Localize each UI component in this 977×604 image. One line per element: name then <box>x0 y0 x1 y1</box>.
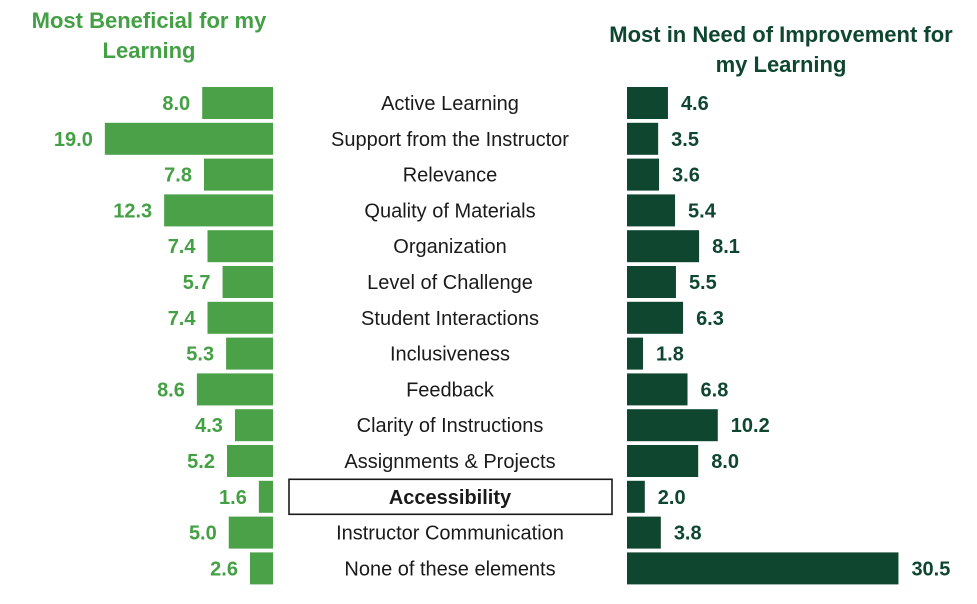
value-label-beneficial-feedback: 8.6 <box>157 379 185 401</box>
value-label-improvement-accessibility: 2.0 <box>658 487 686 509</box>
category-label-student-interactions: Student Interactions <box>361 308 539 330</box>
value-label-improvement-support-from-the-instructor: 3.5 <box>671 129 699 151</box>
value-label-improvement-none-of-these-elements: 30.5 <box>911 558 950 580</box>
bar-improvement-assignments-projects <box>627 445 699 477</box>
bar-improvement-clarity-of-instructions <box>627 409 718 442</box>
bar-improvement-level-of-challenge <box>627 266 676 298</box>
value-label-improvement-assignments-projects: 8.0 <box>711 451 739 473</box>
bar-improvement-organization <box>627 230 700 263</box>
value-label-improvement-instructor-communication: 3.8 <box>674 523 702 545</box>
value-label-beneficial-none-of-these-elements: 2.6 <box>210 558 238 580</box>
bar-improvement-quality-of-materials <box>627 194 676 227</box>
value-label-beneficial-clarity-of-instructions: 4.3 <box>195 415 223 437</box>
value-label-beneficial-inclusiveness: 5.3 <box>186 344 214 366</box>
category-label-quality-of-materials: Quality of Materials <box>364 200 535 222</box>
value-label-improvement-quality-of-materials: 5.4 <box>688 200 717 222</box>
bar-beneficial-instructor-communication <box>228 516 273 549</box>
category-label-accessibility: Accessibility <box>389 487 512 509</box>
value-label-beneficial-level-of-challenge: 5.7 <box>183 272 211 294</box>
value-label-improvement-organization: 8.1 <box>712 236 740 258</box>
bar-beneficial-inclusiveness <box>226 337 273 370</box>
bar-improvement-instructor-communication <box>627 516 661 549</box>
category-label-level-of-challenge: Level of Challenge <box>367 272 533 294</box>
bar-beneficial-feedback <box>196 373 273 406</box>
value-label-beneficial-student-interactions: 7.4 <box>168 308 197 330</box>
category-label-clarity-of-instructions: Clarity of Instructions <box>357 415 544 437</box>
category-label-active-learning: Active Learning <box>381 93 519 115</box>
value-label-improvement-student-interactions: 6.3 <box>696 308 724 330</box>
bar-improvement-support-from-the-instructor <box>627 122 659 155</box>
bar-improvement-feedback <box>627 373 688 406</box>
category-label-support-from-the-instructor: Support from the Instructor <box>331 129 569 151</box>
bar-beneficial-support-from-the-instructor <box>104 122 273 155</box>
value-label-beneficial-active-learning: 8.0 <box>162 93 190 115</box>
category-label-none-of-these-elements: None of these elements <box>344 558 555 580</box>
bar-beneficial-accessibility <box>258 480 273 513</box>
value-label-beneficial-accessibility: 1.6 <box>219 487 247 509</box>
category-label-feedback: Feedback <box>406 379 495 401</box>
bar-improvement-relevance <box>627 158 660 191</box>
value-label-improvement-level-of-challenge: 5.5 <box>689 272 717 294</box>
value-label-beneficial-quality-of-materials: 12.3 <box>113 200 152 222</box>
bar-beneficial-level-of-challenge <box>222 266 273 298</box>
value-label-beneficial-support-from-the-instructor: 19.0 <box>54 129 93 151</box>
bar-improvement-active-learning <box>627 87 668 119</box>
bar-improvement-student-interactions <box>627 301 684 334</box>
value-label-improvement-clarity-of-instructions: 10.2 <box>731 415 770 437</box>
bar-improvement-none-of-these-elements <box>627 552 899 585</box>
bar-beneficial-none-of-these-elements <box>249 552 273 585</box>
bar-beneficial-student-interactions <box>207 301 273 334</box>
bar-improvement-accessibility <box>627 480 645 513</box>
value-label-improvement-feedback: 6.8 <box>701 379 729 401</box>
category-label-relevance: Relevance <box>403 165 498 187</box>
value-label-beneficial-assignments-projects: 5.2 <box>187 451 215 473</box>
highlight-box-accessibility <box>288 478 613 516</box>
value-label-beneficial-organization: 7.4 <box>168 236 197 258</box>
value-label-beneficial-relevance: 7.8 <box>164 165 192 187</box>
bar-beneficial-clarity-of-instructions <box>234 409 273 442</box>
value-label-beneficial-instructor-communication: 5.0 <box>189 523 217 545</box>
category-label-organization: Organization <box>393 236 506 258</box>
category-label-inclusiveness: Inclusiveness <box>390 344 510 366</box>
right-panel-title: Most in Need of Improvement for my Learn… <box>609 22 953 77</box>
category-label-assignments-projects: Assignments & Projects <box>344 451 555 473</box>
bar-beneficial-assignments-projects <box>226 445 273 477</box>
category-label-instructor-communication: Instructor Communication <box>336 523 564 545</box>
value-label-improvement-active-learning: 4.6 <box>681 93 709 115</box>
bar-beneficial-active-learning <box>202 87 273 119</box>
bar-beneficial-quality-of-materials <box>164 194 273 227</box>
bar-beneficial-relevance <box>203 158 273 191</box>
left-panel-title: Most Beneficial for my Learning <box>31 8 267 63</box>
value-label-improvement-inclusiveness: 1.8 <box>656 344 684 366</box>
bar-improvement-inclusiveness <box>627 337 644 370</box>
value-label-improvement-relevance: 3.6 <box>672 165 700 187</box>
bar-beneficial-organization <box>207 230 273 263</box>
